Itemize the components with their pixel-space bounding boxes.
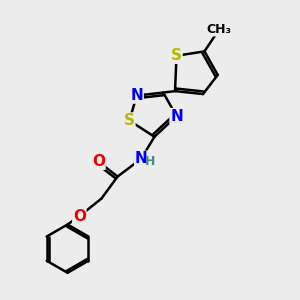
Text: S: S	[171, 48, 182, 63]
Text: N: N	[135, 151, 148, 166]
Text: N: N	[170, 109, 183, 124]
Text: O: O	[92, 154, 105, 169]
Text: S: S	[124, 113, 135, 128]
Text: O: O	[73, 209, 86, 224]
Text: H: H	[145, 155, 155, 168]
Text: CH₃: CH₃	[207, 23, 232, 36]
Text: N: N	[130, 88, 143, 103]
